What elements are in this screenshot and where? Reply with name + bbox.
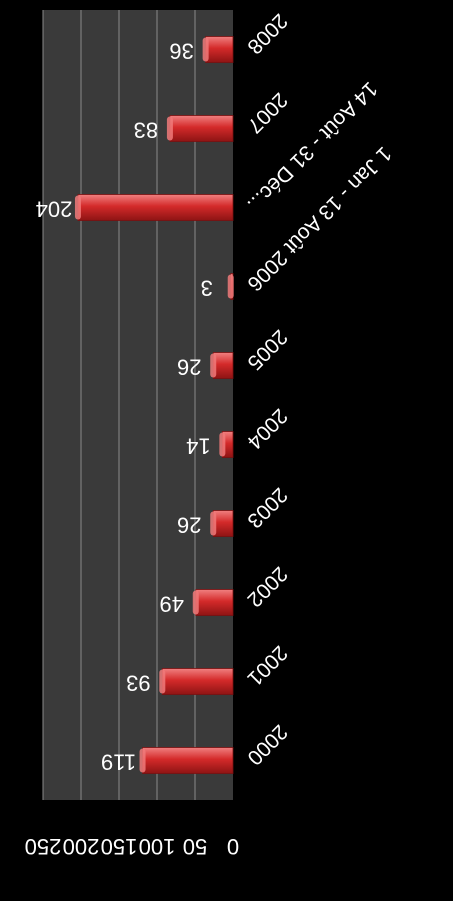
bar: [161, 668, 234, 695]
data-label: 26: [177, 513, 201, 538]
category-label: 2008: [243, 9, 292, 58]
bar-tip: [74, 195, 81, 220]
bars: [74, 36, 234, 774]
data-label: 14: [186, 434, 210, 459]
bar-tip: [219, 432, 226, 457]
data-label: 93: [126, 671, 150, 696]
category-label: 14 Août - 31 Déc...: [243, 77, 382, 216]
data-labels: 119 93 49 26 14 26 3 204 83 36: [36, 39, 213, 775]
category-label: 2003: [243, 483, 292, 532]
category-label: 1 Jan - 13 Août 2006: [243, 142, 396, 295]
bar-tip: [192, 590, 199, 615]
category-label: 2007: [243, 88, 292, 137]
value-tick-label: 250: [25, 834, 62, 859]
bar-tip: [210, 353, 217, 378]
bar: [169, 115, 234, 142]
category-label: 2005: [243, 325, 292, 374]
value-tick-label: 200: [63, 834, 100, 859]
category-label: 2004: [242, 404, 292, 454]
data-label: 204: [36, 197, 73, 222]
data-label: 83: [134, 118, 158, 143]
value-tick-label: 100: [139, 834, 176, 859]
bar: [195, 589, 234, 616]
category-labels: 2000 2001 2002 2003 2004 2005 1 Jan - 13 Août …: [242, 9, 396, 769]
category-label: 2002: [243, 562, 292, 611]
value-tick-label: 150: [101, 834, 138, 859]
data-label: 3: [201, 276, 213, 301]
bar: [77, 194, 234, 221]
bar-tip: [227, 274, 234, 299]
bar: [142, 747, 234, 774]
category-label: 2000: [243, 720, 292, 769]
value-tick-label: 50: [183, 834, 207, 859]
bar: [205, 36, 234, 63]
bar-tip: [166, 116, 173, 141]
bar-tip: [139, 748, 146, 773]
value-tick-label: 0: [227, 834, 239, 859]
data-label: 36: [169, 39, 193, 64]
bar-tip: [159, 669, 166, 694]
category-label: 2001: [243, 641, 292, 690]
bar-tip: [210, 511, 217, 536]
data-label: 26: [177, 355, 201, 380]
data-label: 119: [101, 750, 136, 775]
bar-tip: [202, 37, 209, 62]
data-label: 49: [160, 592, 184, 617]
